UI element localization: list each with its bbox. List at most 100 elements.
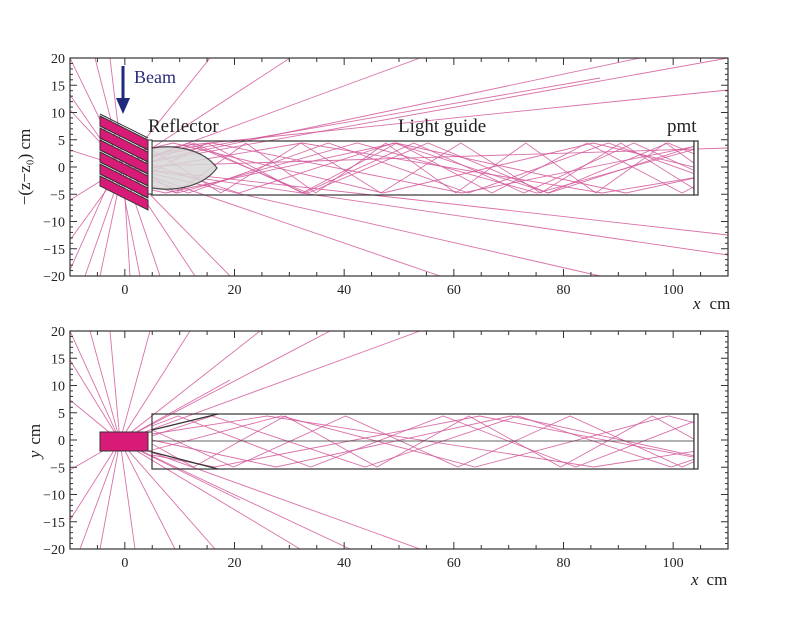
bottom-scintillator-edge: [147, 431, 153, 452]
ray-path: [151, 415, 695, 468]
x-tick-label: 100: [663, 283, 684, 298]
ray-path: [89, 331, 121, 442]
ray-path: [151, 142, 695, 194]
ray-path: [109, 331, 121, 442]
bottom-axes: 0 20 40 60 80 100 20 15 10 5 0 −5 −10 −15 −20: [43, 325, 729, 571]
ray-path: [70, 440, 121, 521]
y-tick-label: −10: [43, 216, 65, 231]
ray-path: [151, 415, 695, 468]
ray-path: [151, 415, 695, 468]
bottom-x-axis-var: x: [690, 570, 699, 589]
y-tick-label: −5: [50, 188, 65, 203]
y-tick-label: −20: [43, 270, 65, 285]
y-tick-label: −15: [43, 516, 65, 531]
beam-arrow-icon: [116, 66, 130, 114]
ray-path: [70, 359, 121, 442]
bottom-ray-traces: [70, 331, 695, 549]
ray-path: [119, 440, 421, 549]
top-reflector: [151, 146, 218, 190]
beam-label: Beam: [134, 67, 176, 87]
ray-path: [139, 89, 728, 151]
y-tick-label: 0: [58, 434, 65, 449]
x-tick-label: 40: [337, 283, 351, 298]
bottom-reflector-lower: [151, 451, 219, 470]
y-tick-label: 10: [51, 107, 65, 122]
ray-path: [119, 440, 351, 549]
bottom-scintillator: [99, 431, 149, 452]
top-x-axis-unit: cm: [710, 294, 731, 313]
plate-edge: [99, 113, 149, 139]
ray-path: [151, 142, 695, 194]
ray-path: [119, 331, 261, 442]
scintillator-plate: [99, 175, 149, 211]
ray-path: [99, 440, 121, 549]
scintillator-coupling: [147, 139, 153, 195]
x-tick-label: 80: [557, 556, 571, 571]
x-tick-label: 20: [228, 556, 242, 571]
ray-path: [70, 331, 121, 442]
x-tick-label: 100: [663, 556, 684, 571]
y-tick-label: 5: [58, 134, 65, 149]
ray-path: [129, 77, 601, 161]
x-tick-label: 60: [447, 283, 461, 298]
bottom-reflector-upper: [151, 413, 219, 431]
ray-path: [119, 379, 231, 442]
plate-edge: [99, 161, 149, 187]
x-tick-label: 0: [121, 283, 128, 298]
bottom-x-axis-unit: cm: [707, 570, 728, 589]
ray-path: [122, 166, 728, 236]
ray-path: [119, 440, 301, 549]
plate-edge: [99, 125, 149, 151]
reflector-label: Reflector: [148, 116, 219, 137]
x-tick-label: 60: [447, 556, 461, 571]
pmt-label: pmt: [667, 116, 697, 137]
ray-path: [119, 440, 176, 549]
top-pmt: [693, 140, 699, 196]
y-tick-label: −20: [43, 543, 65, 558]
ray-path: [122, 58, 641, 168]
bottom-x-axis-title: x cm: [690, 570, 727, 589]
ray-path: [151, 142, 695, 194]
top-y-axis-title: −(z−z₀) cm: [15, 129, 34, 206]
y-tick-label: 10: [51, 380, 65, 395]
ray-path: [119, 440, 136, 549]
ray-path: [151, 415, 695, 468]
ray-path: [122, 58, 728, 168]
x-tick-label: 20: [228, 283, 242, 298]
x-tick-label: 40: [337, 556, 351, 571]
top-x-axis-var: x: [692, 294, 701, 313]
y-tick-label: −10: [43, 489, 65, 504]
y-tick-label: 15: [51, 352, 65, 367]
bottom-y-axis-var: y: [25, 450, 44, 460]
ray-path: [119, 331, 191, 442]
ray-path: [151, 142, 695, 194]
y-tick-label: 20: [51, 325, 65, 340]
bottom-y-axis-title: y cm: [25, 424, 44, 460]
ray-path: [119, 331, 331, 442]
top-panel: Beam Reflector Light guide pmt 0 20 40 60 80…: [15, 52, 730, 313]
top-axes: 0 20 40 60 80 100 20 15 10 5 0 −5 −10 −15 −20: [43, 52, 729, 298]
ray-path: [151, 142, 695, 194]
ray-path: [151, 142, 695, 194]
bottom-y-axis-unit: cm: [25, 424, 44, 445]
x-tick-label: 0: [121, 556, 128, 571]
ray-path: [79, 440, 121, 549]
ray-path: [122, 166, 728, 256]
y-tick-label: −5: [50, 461, 65, 476]
plate-edge: [99, 137, 149, 163]
top-x-axis-title: x cm: [692, 294, 730, 313]
ray-path: [119, 440, 216, 549]
ray-path: [151, 415, 695, 468]
y-tick-label: 0: [58, 161, 65, 176]
y-tick-label: 20: [51, 52, 65, 67]
plate-edge: [99, 149, 149, 175]
ray-path: [70, 179, 111, 271]
y-tick-label: 15: [51, 79, 65, 94]
ray-path: [151, 415, 695, 468]
y-tick-label: −15: [43, 243, 65, 258]
x-tick-label: 80: [557, 283, 571, 298]
light-guide-label: Light guide: [398, 116, 486, 137]
ray-path: [119, 331, 421, 442]
